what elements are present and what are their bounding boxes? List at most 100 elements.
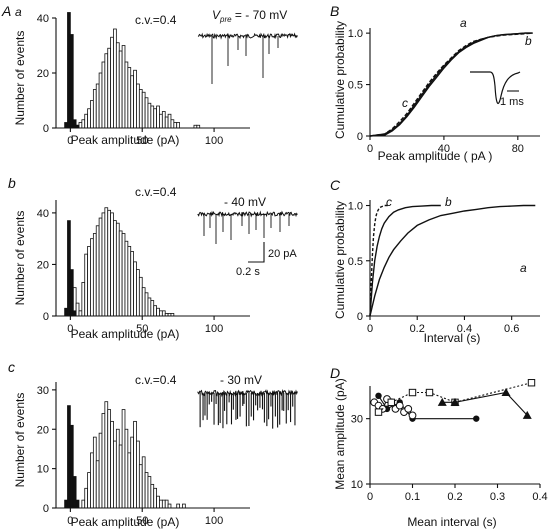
event-bar: [118, 50, 123, 129]
noise-bar: [72, 476, 77, 509]
xlabel-D: Mean interval (s): [407, 515, 496, 529]
hist0-y-tick-label: 0: [43, 123, 49, 135]
event-bar: [95, 83, 100, 129]
hist2-y-tick-label: 30: [37, 385, 49, 397]
histogram-c-axes: 0 50 100 0 10 20 30: [37, 382, 250, 527]
event-bar: [101, 413, 106, 509]
event-bar: [81, 282, 86, 317]
current-trace-c: [197, 389, 298, 429]
noise-bar: [69, 34, 74, 129]
event-bar: [90, 100, 94, 129]
ylabel-aa: Number of events: [13, 31, 27, 126]
event-bar: [153, 108, 157, 129]
event-bar: [115, 42, 120, 129]
event-bar: [98, 432, 103, 509]
hist1-x-tick-label: 100: [205, 323, 223, 335]
scatter-point-open-square: [527, 379, 536, 387]
cumamp-x-tick-label: 40: [438, 143, 450, 155]
scatter-x-tick-label: 0: [367, 491, 373, 503]
scatter-point-filled-triangle: [501, 388, 511, 397]
cumulative-series-b: [369, 32, 533, 137]
hist0-x-tick-label: 100: [205, 135, 223, 147]
event-bar: [87, 245, 91, 317]
event-bar: [156, 495, 160, 509]
xlabel-B: Peak amplitude ( pA ): [378, 149, 493, 163]
cumint-x-tick-label: 0.2: [410, 323, 425, 335]
cumulative-series-a: [369, 32, 533, 137]
event-bar: [161, 310, 166, 317]
event-bar: [90, 452, 94, 509]
noise-bar: [64, 499, 68, 509]
event-bar: [104, 207, 109, 317]
event-bar: [127, 245, 132, 317]
event-bar: [113, 220, 117, 317]
event-bar: [164, 116, 169, 129]
panel-label-c: c: [8, 359, 15, 375]
histogram-b-marks: [64, 207, 175, 317]
scatter-point-open-circle: [395, 401, 404, 410]
scale-bar-b: [248, 242, 265, 263]
event-bar: [141, 287, 146, 317]
scatter-x-tick-label: 0.4: [532, 491, 547, 503]
event-bar: [144, 472, 149, 509]
hist1-y-tick-label: 0: [43, 311, 49, 323]
epsc-inset-waveform: [470, 71, 521, 105]
panel-aa: A a 0 50 100 0 20 40 Peak amplitude (pA) Numb…: [1, 3, 298, 147]
scatter-x-tick-label: 0.2: [447, 491, 462, 503]
hist2-y-tick-label: 20: [37, 424, 49, 436]
event-bar: [101, 61, 106, 129]
hist0-x-tick-label: 50: [136, 135, 148, 147]
event-bar: [161, 499, 166, 509]
hist1-x-tick-label: 0: [67, 323, 73, 335]
event-bar: [81, 499, 86, 509]
histogram-aa-axes: 0 50 100 0 20 40: [37, 13, 250, 147]
trace-baseline: [197, 210, 298, 218]
scatter-point-open-square: [408, 388, 417, 397]
event-bar: [92, 436, 97, 509]
ylabel-c: Number of events: [13, 393, 27, 488]
event-bar: [90, 238, 94, 317]
hist2-y-tick-label: 0: [43, 503, 49, 515]
cumamp-y-tick-label: 1.0: [348, 28, 363, 40]
panel-b: b 0 50 100 0 20 40 Peak amplitude (pA) Number…: [8, 175, 298, 341]
event-bar: [138, 89, 143, 129]
histogram-b-axes: 0 50 100 0 20 40: [37, 200, 250, 335]
noise-bar: [69, 424, 74, 509]
cumulative-interval-axes: 0 0.2 0.4 0.6 0 0.5 1.0: [348, 200, 540, 335]
event-bar: [110, 212, 114, 317]
cumulative-amplitude-axes: 0 40 80 0 0.5 1.0: [348, 28, 540, 155]
event-bar: [164, 499, 169, 509]
event-bar: [167, 503, 172, 509]
cumulative-interval-marks: a b c: [369, 195, 536, 317]
event-bar: [84, 253, 89, 317]
event-bar: [115, 222, 120, 317]
panel-D: D 0 0.1 0.2 0.3 0.4 10 30 Mean interval (s) Me…: [330, 365, 548, 529]
series-label-a: a: [460, 16, 467, 30]
scatter-x-tick-label: 0.3: [490, 491, 505, 503]
cumulative-amplitude-marks: a b c: [369, 16, 533, 137]
event-bar: [127, 452, 132, 509]
panel-C: C a b c 0 0.2 0.4 0.6 0 0.5 1.0 Interval (s) Cum…: [330, 177, 540, 345]
ylabel-C: Cumulative probability: [333, 201, 347, 319]
event-bar: [133, 69, 137, 129]
cumint-y-tick-label: 0.5: [348, 256, 363, 268]
trace-baseline: [197, 32, 298, 40]
event-bar: [101, 212, 106, 317]
series-label-c: c: [386, 195, 392, 209]
scatter-point-filled-triangle: [522, 410, 532, 419]
event-bar: [118, 444, 123, 509]
panel-label-b: b: [8, 175, 16, 191]
event-bar: [104, 53, 109, 129]
trace-label-b: - 40 mV: [224, 195, 266, 209]
noise-bar: [72, 310, 77, 317]
event-bar: [150, 105, 155, 129]
noise-bar: [64, 307, 68, 317]
scatter-line-filled-triangle: [442, 391, 528, 416]
event-bar: [130, 75, 134, 129]
hist0-y-tick-label: 40: [37, 13, 49, 25]
event-bar: [121, 233, 126, 317]
event-bar: [95, 225, 100, 317]
event-bar: [144, 292, 149, 317]
event-bar: [153, 305, 157, 317]
cv-label-b: c.v.=0.4: [135, 185, 177, 199]
